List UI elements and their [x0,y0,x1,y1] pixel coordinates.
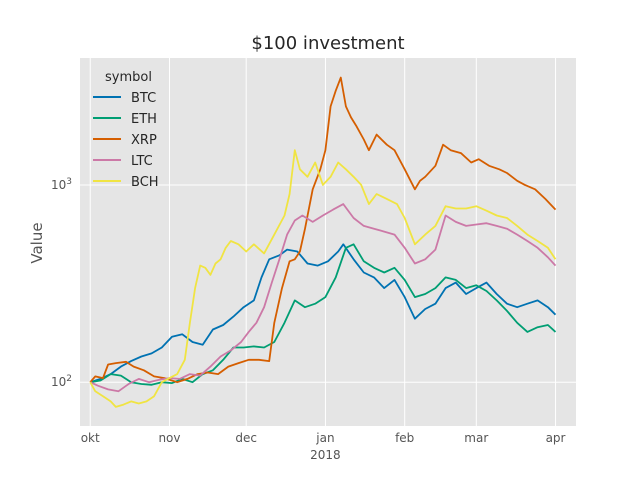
legend-label-bch: BCH [131,175,159,190]
plot-background [80,58,576,426]
chart-title: $100 investment [251,33,404,54]
legend: symbol BTC ETH XRP LTC BCH [93,70,159,190]
legend-label-xrp: XRP [131,133,157,148]
x-tick-labels: okt nov dec jan feb mar apr [81,431,566,445]
series-line-xrp [89,76,557,384]
y-tick-label: 103 [51,177,72,192]
legend-label-eth: ETH [131,112,157,127]
series-line-bch [89,149,557,408]
y-tick-label: 102 [51,374,72,389]
legend-label-ltc: LTC [131,154,153,169]
x-tick-label: jan [315,431,334,445]
series-lines [89,76,557,408]
x-tick-label: okt [81,431,100,445]
x-tick-label: nov [158,431,180,445]
x-tick-label: dec [235,431,257,445]
legend-label-btc: BTC [131,91,156,106]
x-tick-label: feb [395,431,414,445]
x-tick-label: apr [546,431,566,445]
x-tick-label: mar [464,431,488,445]
legend-title: symbol [105,70,152,85]
y-axis-label: Value [28,222,46,263]
series-line-eth [90,243,557,386]
y-tick-labels: 102 103 [51,177,72,389]
x-axis-year-label: 2018 [310,448,341,462]
